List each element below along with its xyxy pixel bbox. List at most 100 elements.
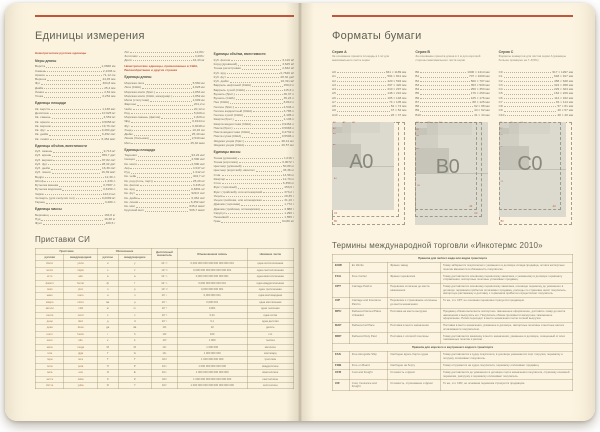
unit-row: Чарка 123,0 мл (35, 192, 115, 196)
unit-row: Куб. фут 28,32 дм³ (214, 75, 294, 79)
unit-value: 500 × 707 мм (470, 78, 490, 83)
subformat-rect: A2 (332, 143, 361, 166)
unit-value: 1,829 м (193, 115, 205, 120)
unit-row: Хэнд 10,16 см (124, 128, 204, 132)
unit-value: 1,296 г (284, 210, 294, 215)
units-columns: Неметрические русские единицы Меры длины В… (35, 50, 294, 228)
unit-row: C3 324 × 458 мм (499, 83, 573, 87)
unit-row: C10 28 × 40 мм (499, 113, 573, 117)
unit-name: A7 (332, 99, 336, 104)
unit-row: Сажень 2,1336 м (35, 69, 115, 73)
unit-value: 3,345 м² (192, 182, 205, 187)
dotted-leader (149, 138, 191, 140)
unit-name: Кв. дюйм (35, 132, 49, 137)
unit-row: Лига (США) 4,828 км (124, 85, 204, 89)
unit-name: Кв. ярд (124, 187, 135, 192)
unit-row: Кв. миля 2,590 км² (124, 162, 204, 166)
unit-value: 1000 × 1414 мм (467, 70, 490, 74)
unit-name: Центнер (длинный) (213, 164, 242, 169)
unit-value: 28,41 мл (281, 138, 294, 143)
unit-value: 210 × 297 мм (387, 87, 407, 91)
unit-value: 6,452 мм² (101, 136, 116, 141)
unit-value: 31,10 г (284, 198, 294, 203)
dotted-leader (131, 121, 192, 123)
unit-name: Руд (124, 170, 130, 175)
subformat-label: B2 (416, 148, 420, 150)
incoterm-name-ru: Перевозка и страхование оплачены до мест… (387, 297, 441, 309)
unit-row: Унция тройская, или аптекарская 31,10 г (214, 198, 294, 202)
unit-value: 0,9464 л (281, 121, 294, 126)
unit-row: Пинта (брит.) 0,5683 л (214, 126, 294, 130)
unit-row: B8 62 × 88 мм (415, 104, 489, 108)
unit-name: Хэнд (124, 127, 132, 132)
unit-name: B5 (415, 91, 420, 96)
unit-row: Точка 0,254 мм (35, 94, 115, 98)
unit-name: C6 (498, 95, 503, 100)
subformat-rect: B4 (437, 121, 472, 135)
unit-row: Верста 1,0668 км (35, 64, 115, 68)
unit-row: Ведро 12,30 л (35, 175, 115, 179)
unit-value: 1,609 км (192, 98, 205, 103)
incoterm-description: Товар забирается покупателем с указанног… (439, 261, 574, 274)
units-column: Единицы объёма, вместимости Куб. фатом 6,1… (214, 50, 294, 228)
unit-value: 420 × 594 мм (387, 78, 407, 83)
incoterms-row: DAP Delivered at Place Поставка в месте на… (332, 321, 574, 334)
unit-row: Кв. линия 6,452 мм² (124, 200, 204, 204)
unit-value: 29,57 мл (281, 142, 294, 147)
unit-row: B1 707 × 1000 мм (415, 74, 489, 78)
unit-value: 12,70 кг (282, 176, 294, 181)
incoterm-code: CFR (332, 368, 350, 381)
unit-row: C1 648 × 917 мм (499, 74, 573, 78)
unit-value: 10,16 см (192, 127, 205, 132)
dotted-leader (503, 102, 555, 104)
paper-series-column: Серия B За основание принята длина в 1 м … (415, 50, 489, 117)
unit-name: Морская миля (брит.) (124, 89, 156, 94)
subformat-rect: B2 (415, 147, 449, 174)
unit-name: Слаг (213, 172, 221, 177)
unit-value: 0,9144 м (192, 119, 205, 124)
unit-row: Аршин 71,12 см (35, 73, 115, 77)
unit-name: Чарка (35, 191, 44, 196)
subformat-rect: C6 (498, 121, 510, 128)
unit-row: Секция 2,590 км² (124, 157, 204, 161)
dotted-leader (130, 168, 192, 170)
unit-row: A6 105 × 148 мм (332, 96, 406, 100)
unit-value: 31 × 44 мм (474, 112, 490, 117)
top-rule-right (332, 15, 573, 17)
unit-name: Золотник (124, 53, 138, 58)
unit-name: A0 (332, 70, 336, 74)
unit-value: 44,45 мм (102, 77, 116, 82)
incoterm-code: FAS (332, 351, 350, 363)
incoterm-name-ru: Франко завод (387, 261, 441, 274)
incoterm-name-ru: Поставка в месте назначения (387, 321, 441, 334)
unit-value: 2,590 км² (191, 161, 205, 166)
subformat-label: C1 (500, 181, 504, 184)
unit-value: 81 × 114 мм (555, 99, 573, 104)
incoterm-code: CPT (332, 283, 350, 299)
unit-row: Фут 0,3048 м (124, 124, 204, 128)
unit-name: Миля (статутная) (124, 98, 150, 103)
unit-name: Драхма (торговая) (213, 202, 241, 207)
incoterm-code: DDP (332, 332, 350, 344)
subformat-rect: B7 (415, 128, 427, 135)
incoterm-description: Товар доставляется основному перевозчику… (439, 272, 574, 285)
dotted-leader (338, 114, 390, 116)
unit-value: 162 × 229 мм (554, 91, 573, 96)
si-row: гекто hecto г h 10² 100 сто (34, 330, 295, 339)
unit-row: Центнер (длинный) 50,80 кг (214, 164, 294, 168)
dotted-leader (43, 223, 105, 225)
unit-value: 87,82 см³ (102, 157, 116, 162)
unit-name: Чейн (124, 106, 132, 111)
unit-row: Фут 304,8 мм (35, 81, 115, 85)
unit-name: Фунт (35, 221, 43, 226)
unit-value: 125 × 176 мм (470, 95, 490, 100)
unit-name: Акр (124, 165, 130, 170)
unit-name: Пуд (35, 217, 41, 222)
incoterm-name-ru: Перевозка оплачена до места назначения (387, 283, 441, 299)
incoterm-code: FCA (332, 272, 350, 285)
unit-row: Кв. линия 6,452 мм² (35, 137, 115, 141)
dotted-leader (336, 85, 387, 87)
dotted-leader (44, 96, 102, 98)
unit-row: Кв. дюйм 6,452 см² (124, 196, 204, 200)
subformat-label: C2 (499, 146, 503, 148)
